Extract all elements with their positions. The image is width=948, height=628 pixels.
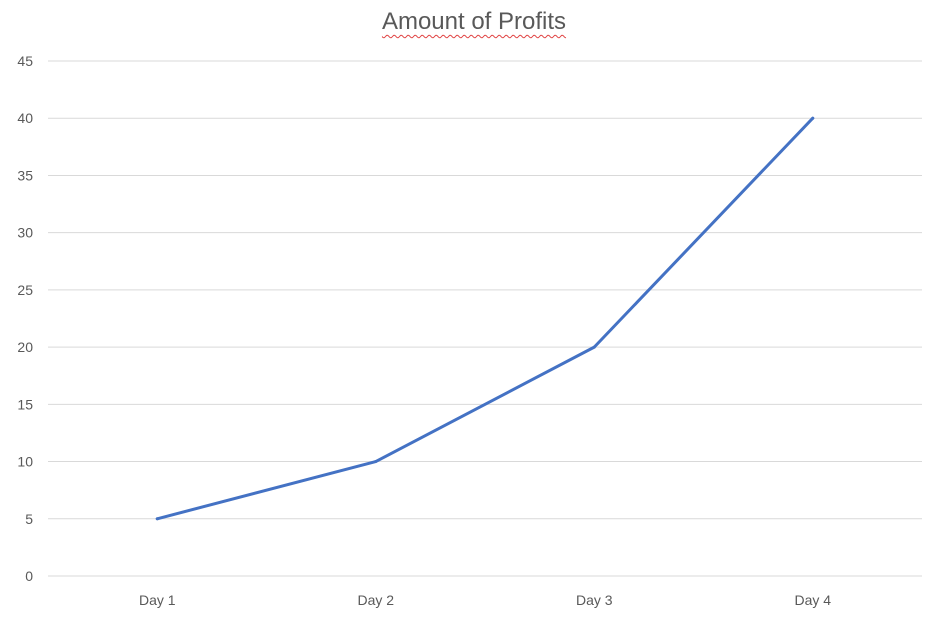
x-tick-label: Day 1 [139,592,176,608]
chart-title-wrap: Amount of Profits [0,8,948,36]
y-tick-label: 10 [17,454,33,470]
y-tick-label: 15 [17,396,33,412]
y-tick-label: 20 [17,339,33,355]
data-point [592,345,596,349]
gridlines [48,60,922,577]
x-tick-label: Day 2 [357,592,394,608]
x-tick-label: Day 4 [794,592,831,608]
y-tick-label: 35 [17,167,33,183]
data-point [811,116,815,120]
x-tick-label: Day 3 [576,592,613,608]
chart-title: Amount of Profits [381,8,567,35]
y-tick-label: 25 [17,282,33,298]
y-tick-label: 45 [17,53,33,69]
y-tick-label: 0 [25,568,33,584]
series-line [155,116,815,521]
series-lines [155,116,815,521]
y-tick-label: 30 [17,225,33,241]
data-point [155,517,159,521]
data-point [374,460,378,464]
x-tick-labels: Day 1 Day 2 Day 3 Day 4 [139,592,831,608]
y-tick-labels: 0 5 10 15 20 25 30 35 40 45 [17,53,33,584]
y-tick-label: 5 [25,511,33,527]
y-tick-label: 40 [17,110,33,126]
